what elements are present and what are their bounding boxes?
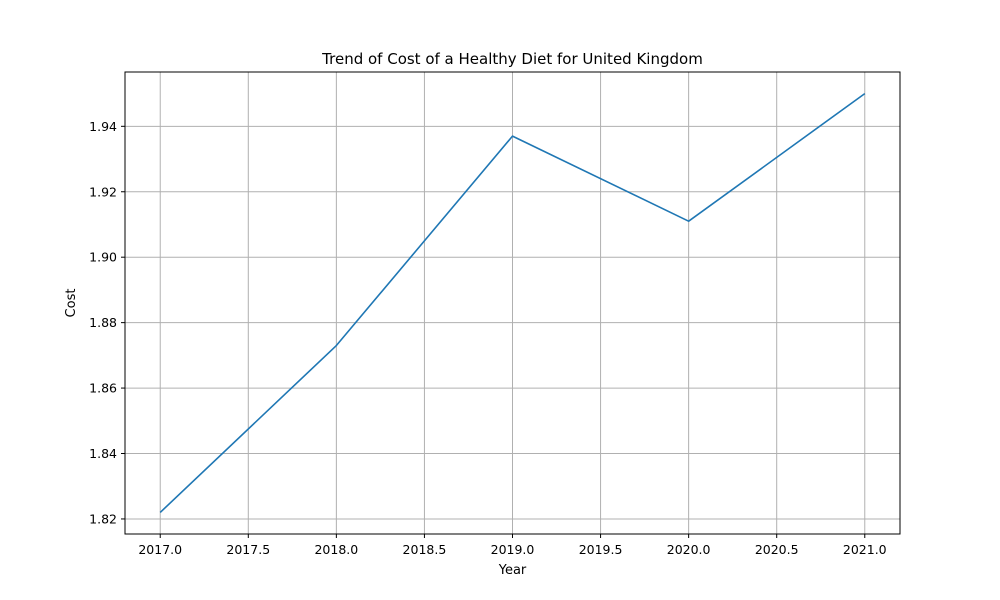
x-tick-label: 2017.0 <box>138 542 182 557</box>
y-tick-label: 1.88 <box>89 315 117 330</box>
y-tick-label: 1.84 <box>89 446 117 461</box>
y-axis-ticks: 1.82 1.84 1.86 1.88 1.90 1.92 1.94 <box>89 119 125 526</box>
chart-title: Trend of Cost of a Healthy Diet for Unit… <box>321 50 703 68</box>
series-layer <box>159 92 866 513</box>
x-tick-label: 2021.0 <box>843 542 887 557</box>
y-tick-label: 1.94 <box>89 119 117 134</box>
x-tick-label: 2019.0 <box>491 542 535 557</box>
x-tick-label: 2017.5 <box>226 542 270 557</box>
x-axis-label: Year <box>498 563 527 578</box>
x-tick-label: 2020.0 <box>667 542 711 557</box>
y-axis-label: Cost <box>64 289 79 318</box>
grid-lines <box>125 72 900 534</box>
x-tick-label: 2018.5 <box>403 542 447 557</box>
y-tick-label: 1.86 <box>89 381 117 396</box>
x-axis-ticks: 2017.0 2017.5 2018.0 2018.5 2019.0 2019.5 2020… <box>138 534 887 557</box>
x-tick-label: 2019.5 <box>579 542 623 557</box>
y-tick-label: 1.82 <box>89 511 117 526</box>
x-tick-label: 2020.5 <box>755 542 799 557</box>
x-tick-label: 2018.0 <box>314 542 358 557</box>
y-tick-label: 1.90 <box>89 250 117 265</box>
y-tick-label: 1.92 <box>89 184 117 199</box>
